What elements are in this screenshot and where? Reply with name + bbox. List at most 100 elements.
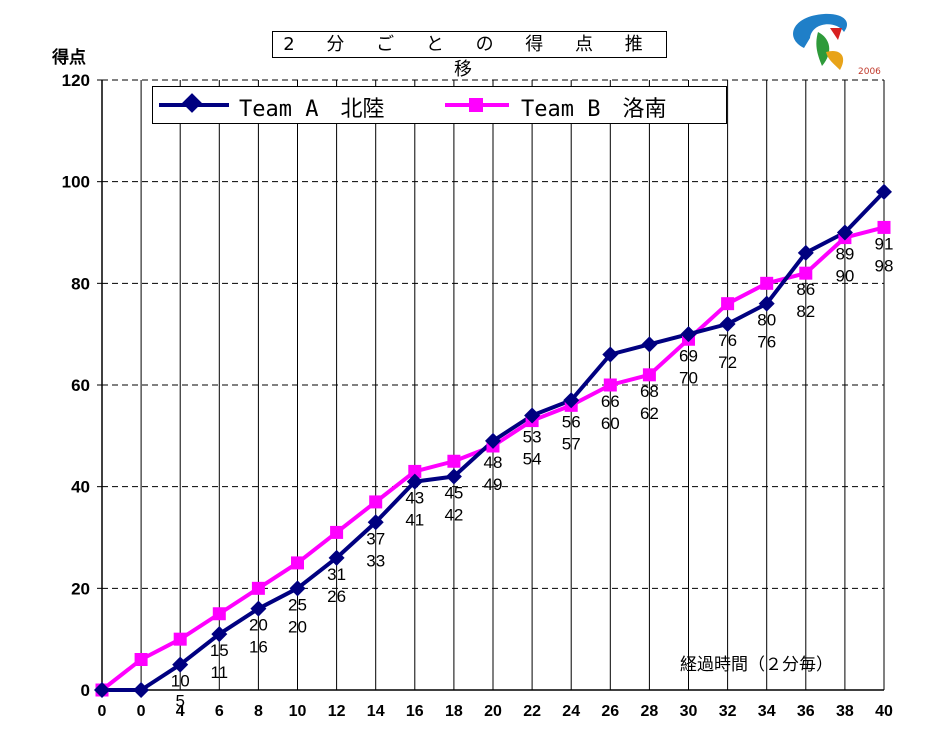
x-tick-label: 0 [98,703,107,720]
data-label-b: 10 [171,672,190,691]
legend-marker-a [182,93,202,113]
data-label-b: 69 [679,346,698,365]
x-tick-label: 38 [836,703,854,720]
data-point-b [173,632,187,646]
data-point-a [367,514,384,531]
logo-year: 2006 [858,67,881,77]
data-label-a: 72 [718,353,737,372]
data-label-a: 5 [175,692,184,711]
data-label-b: 48 [484,453,503,472]
data-label-a: 16 [249,638,268,657]
data-point-a [797,244,814,261]
x-tick-label: 20 [484,703,502,720]
data-label-a: 41 [405,511,424,530]
data-label-a: 62 [640,404,659,423]
data-point-b [799,266,813,280]
data-point-a [485,432,501,449]
data-label-a: 70 [679,368,698,387]
data-point-b [408,464,422,478]
legend-label-b: Team B 洛南 [521,97,667,122]
data-point-a [836,224,853,241]
data-label-b: 89 [835,245,854,264]
data-label-b: 45 [444,484,463,503]
data-label-a: 11 [210,663,228,682]
data-label-a: 54 [523,450,542,469]
x-tick-label: 32 [719,703,737,720]
data-point-a [172,656,189,673]
x-tick-label: 6 [215,703,224,720]
data-label-b: 80 [757,311,776,330]
data-point-b [330,525,344,539]
data-label-b: 91 [875,234,894,253]
x-axis-note: 経過時間（２分毎） [680,655,833,675]
x-tick-label: 0 [137,703,146,720]
x-tick-label: 12 [328,703,346,720]
x-tick-label: 16 [406,703,424,720]
data-label-b: 66 [601,392,620,411]
data-label-a: 49 [484,475,503,494]
data-label-b: 15 [210,641,229,660]
legend: Team A 北陸 Team B 洛南 [152,86,727,124]
y-tick-label: 60 [71,376,90,395]
data-label-b: 76 [718,331,737,350]
data-label-b: 68 [640,382,659,401]
x-tick-label: 40 [875,703,893,720]
y-tick-label: 40 [71,478,90,497]
x-tick-label: 10 [289,703,307,720]
data-label-b: 53 [523,428,542,447]
data-point-b [134,653,148,666]
x-tick-label: 28 [641,703,659,720]
data-label-b: 20 [249,616,268,635]
data-point-b [877,220,891,234]
data-label-a: 98 [875,256,894,275]
data-label-b: 31 [327,565,346,584]
data-label-a: 90 [835,267,854,286]
data-point-a [719,316,736,332]
data-point-a [328,549,345,566]
data-point-a [641,336,658,353]
legend-label-a: Team A 北陸 [239,97,385,122]
x-tick-label: 26 [601,703,619,720]
data-label-a: 60 [601,414,620,433]
data-label-a: 26 [327,587,346,606]
x-tick-label: 34 [758,703,776,720]
data-point-b [369,495,383,509]
data-point-a [602,346,619,363]
data-point-b [642,368,656,382]
data-point-a [133,682,150,698]
chart-frame: 0 20 40 60 80 100 120 0 0 4 6 8 10 12 14 16 18 20 22 24 26 28… [4,2,934,740]
data-point-a [524,407,541,424]
data-point-a [250,600,267,617]
data-label-a: 33 [366,551,385,570]
data-point-b [760,276,774,290]
data-label-a: 76 [757,333,776,352]
x-tick-label: 4 [176,703,185,720]
data-point-b [603,378,617,392]
chart-title: 2 分 ご と の 得 点 推 移 [272,31,667,80]
data-label-a: 20 [288,617,307,636]
x-tick-label: 18 [445,703,463,720]
data-point-a [211,626,228,643]
y-axis-unit: 得点 [52,48,86,68]
event-logo: 2006 [774,8,896,80]
x-tick-label: 22 [523,703,541,720]
y-tick-label: 0 [81,681,90,700]
data-point-a [94,682,110,698]
x-tick-label: 30 [680,703,698,720]
legend-marker-b [469,98,483,112]
data-point-a [876,183,892,200]
data-label-b: 37 [366,529,385,548]
y-tick-label: 20 [71,579,90,598]
data-label-a: 42 [444,506,463,525]
y-tick-label: 80 [71,274,90,293]
data-point-b [721,297,735,311]
x-tick-label: 14 [367,703,385,720]
data-point-a [758,295,775,312]
x-tick-label: 24 [562,703,580,720]
data-label-b: 43 [405,489,424,508]
data-point-a [680,326,697,343]
data-point-a [289,580,306,597]
data-point-b [447,454,461,468]
data-label-b: 86 [796,280,815,299]
